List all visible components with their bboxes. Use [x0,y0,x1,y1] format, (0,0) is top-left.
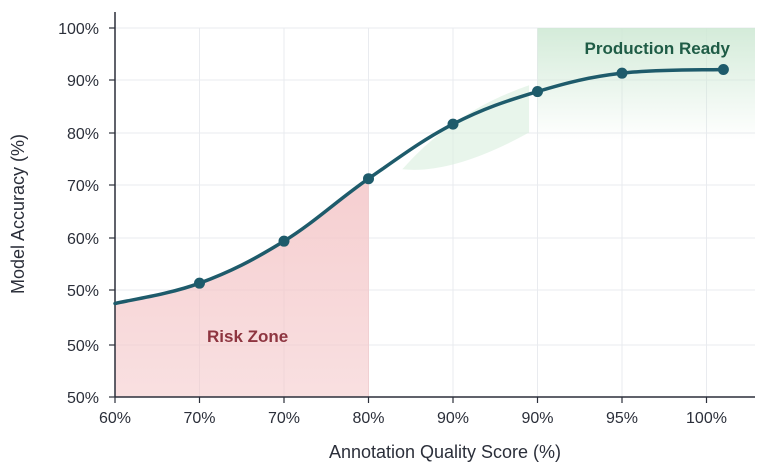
x-tick-label: 70% [183,410,215,427]
x-tick-label: 80% [352,410,384,427]
x-axis-ticks: 60% 70% 70% 80% 90% 90% 95% 100% [99,397,727,427]
risk-zone-label: Risk Zone [207,327,288,346]
data-point [532,86,543,98]
production-ready-glow [402,85,530,170]
y-tick-label: 60% [67,231,99,248]
x-tick-label: 90% [437,410,469,427]
zones [115,28,755,397]
y-axis-ticks: 50% 50% 50% 60% 70% 80% 90% 100% [58,21,115,407]
data-point [194,277,205,289]
x-tick-label: 70% [268,410,300,427]
x-tick-label: 100% [686,410,727,427]
y-tick-label: 100% [58,21,99,38]
y-tick-label: 90% [67,73,99,90]
y-tick-label: 50% [67,338,99,355]
x-axis-title: Annotation Quality Score (%) [329,442,561,462]
data-point [447,118,459,130]
data-point [616,67,628,79]
x-tick-label: 60% [99,410,131,427]
y-tick-label: 50% [67,390,99,407]
data-point [363,173,374,185]
y-tick-label: 50% [67,283,99,300]
y-tick-label: 70% [67,178,99,195]
x-tick-label: 95% [606,410,638,427]
risk-zone-area [115,178,369,397]
y-axis-title: Model Accuracy (%) [8,134,28,294]
production-ready-area [537,28,755,140]
x-tick-label: 90% [521,410,553,427]
series-markers [194,64,729,289]
data-point [717,64,729,75]
data-point [278,235,290,247]
y-tick-label: 80% [67,126,99,143]
production-ready-label: Production Ready [585,39,731,58]
